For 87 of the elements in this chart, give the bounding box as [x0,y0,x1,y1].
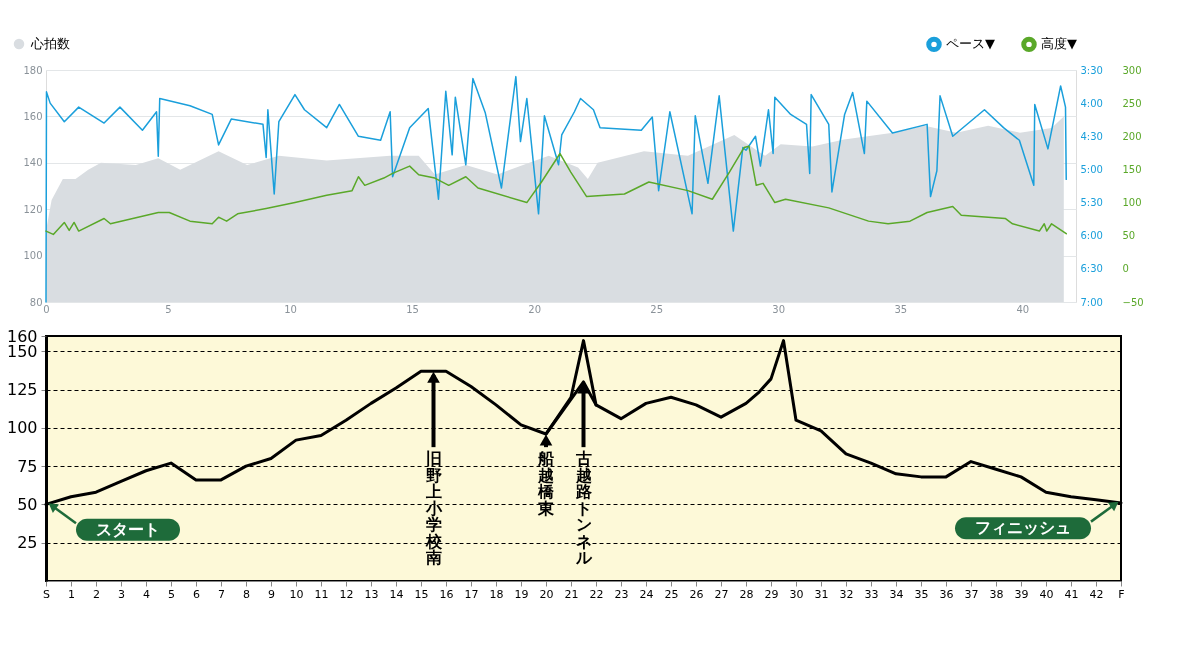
annotation: スタート [96,519,160,539]
y-tick-label: 80 [29,296,43,308]
x-tick-label: 40 [1039,587,1054,601]
y-tick-label: 140 [23,157,43,169]
legend-label: 高度▼ [1041,36,1077,52]
x-tick-label: 35 [914,587,929,601]
y2-tick-label: 5:00 [1080,163,1103,175]
y3-tick-label: 200 [1122,130,1142,142]
x-tick-label: 42 [1089,587,1104,601]
x-tick-label: 27 [714,587,729,601]
y-tick-label: 125 [6,380,38,400]
y-tick-label: 50 [17,494,38,514]
y-tick-label: 75 [17,456,38,476]
y2-tick-label: 6:00 [1080,230,1103,242]
x-tick-label: F [1118,587,1125,601]
x-tick-label: 25 [650,303,664,315]
x-tick-label: 18 [489,587,504,601]
x-tick-label: 4 [143,587,150,601]
x-tick-label: 15 [414,587,429,601]
x-tick-label: 21 [564,587,579,601]
annotation: フィニッシュ [975,518,1071,538]
x-tick-label: 0 [43,303,50,315]
x-tick-label: 19 [514,587,529,601]
x-tick-label: 9 [268,587,275,601]
x-tick-label: 16 [439,587,454,601]
x-tick-label: 8 [243,587,250,601]
annotation: 船越橋東 [537,449,555,518]
x-tick-label: 20 [528,303,542,315]
x-tick-label: 5 [165,303,172,315]
x-tick-label: 39 [1014,587,1029,601]
x-tick-label: 41 [1064,587,1079,601]
x-tick-label: 38 [989,587,1004,601]
x-tick-label: 23 [614,587,629,601]
y2-tick-label: 7:00 [1080,296,1103,308]
x-tick-label: 11 [314,587,329,601]
y3-tick-label: 300 [1122,64,1142,76]
legend-label: ペース▼ [946,36,995,52]
x-tick-label: 32 [839,587,854,601]
y3-tick-label: 250 [1122,97,1142,109]
x-tick-label: 13 [364,587,379,601]
x-tick-label: 2 [93,587,100,601]
y-tick-label: 25 [17,533,38,553]
x-tick-label: 33 [864,587,879,601]
x-tick-label: 20 [539,587,554,601]
y3-tick-label: 50 [1122,230,1136,242]
x-tick-label: 7 [218,587,225,601]
y3-tick-label: −50 [1122,296,1144,308]
y-tick-label: 160 [23,110,43,122]
x-tick-label: 25 [664,587,679,601]
x-tick-label: 35 [894,303,908,315]
y-tick-label: 100 [6,418,38,438]
x-tick-label: 12 [339,587,354,601]
x-tick-label: 29 [764,587,779,601]
y2-tick-label: 4:00 [1080,97,1103,109]
x-tick-label: 15 [406,303,419,315]
legend-label: 心拍数 [30,36,70,51]
annotation: 旧野上小学校南 [424,449,443,568]
x-tick-label: 14 [389,587,404,601]
x-tick-label: 36 [939,587,954,601]
x-tick-label: 5 [168,587,175,601]
x-tick-label: 1 [68,587,75,601]
x-tick-label: 37 [964,587,979,601]
y2-tick-label: 4:30 [1080,130,1103,142]
x-tick-label: 22 [589,587,604,601]
y2-tick-label: 5:30 [1080,197,1103,209]
x-tick-label: 6 [193,587,200,601]
x-tick-label: 30 [789,587,804,601]
x-tick-label: 3 [118,587,125,601]
y-tick-label: 180 [23,64,43,76]
y3-tick-label: 0 [1122,263,1129,275]
x-tick-label: 30 [772,303,786,315]
x-tick-label: 24 [639,587,654,601]
y3-tick-label: 150 [1122,163,1142,175]
x-tick-label: 40 [1016,303,1030,315]
x-tick-label: 10 [289,587,304,601]
y2-tick-label: 3:30 [1080,64,1103,76]
x-tick-label: 28 [739,587,754,601]
x-tick-label: 34 [889,587,904,601]
y-tick-label: 120 [23,203,43,215]
x-tick-label: 10 [284,303,297,315]
y-tick-label: 100 [23,250,43,262]
x-tick-label: 26 [689,587,704,601]
x-tick-label: S [43,587,51,601]
y2-tick-label: 6:30 [1080,263,1103,275]
x-tick-label: 31 [814,587,829,601]
y3-tick-label: 100 [1122,197,1142,209]
x-tick-label: 17 [464,587,479,601]
